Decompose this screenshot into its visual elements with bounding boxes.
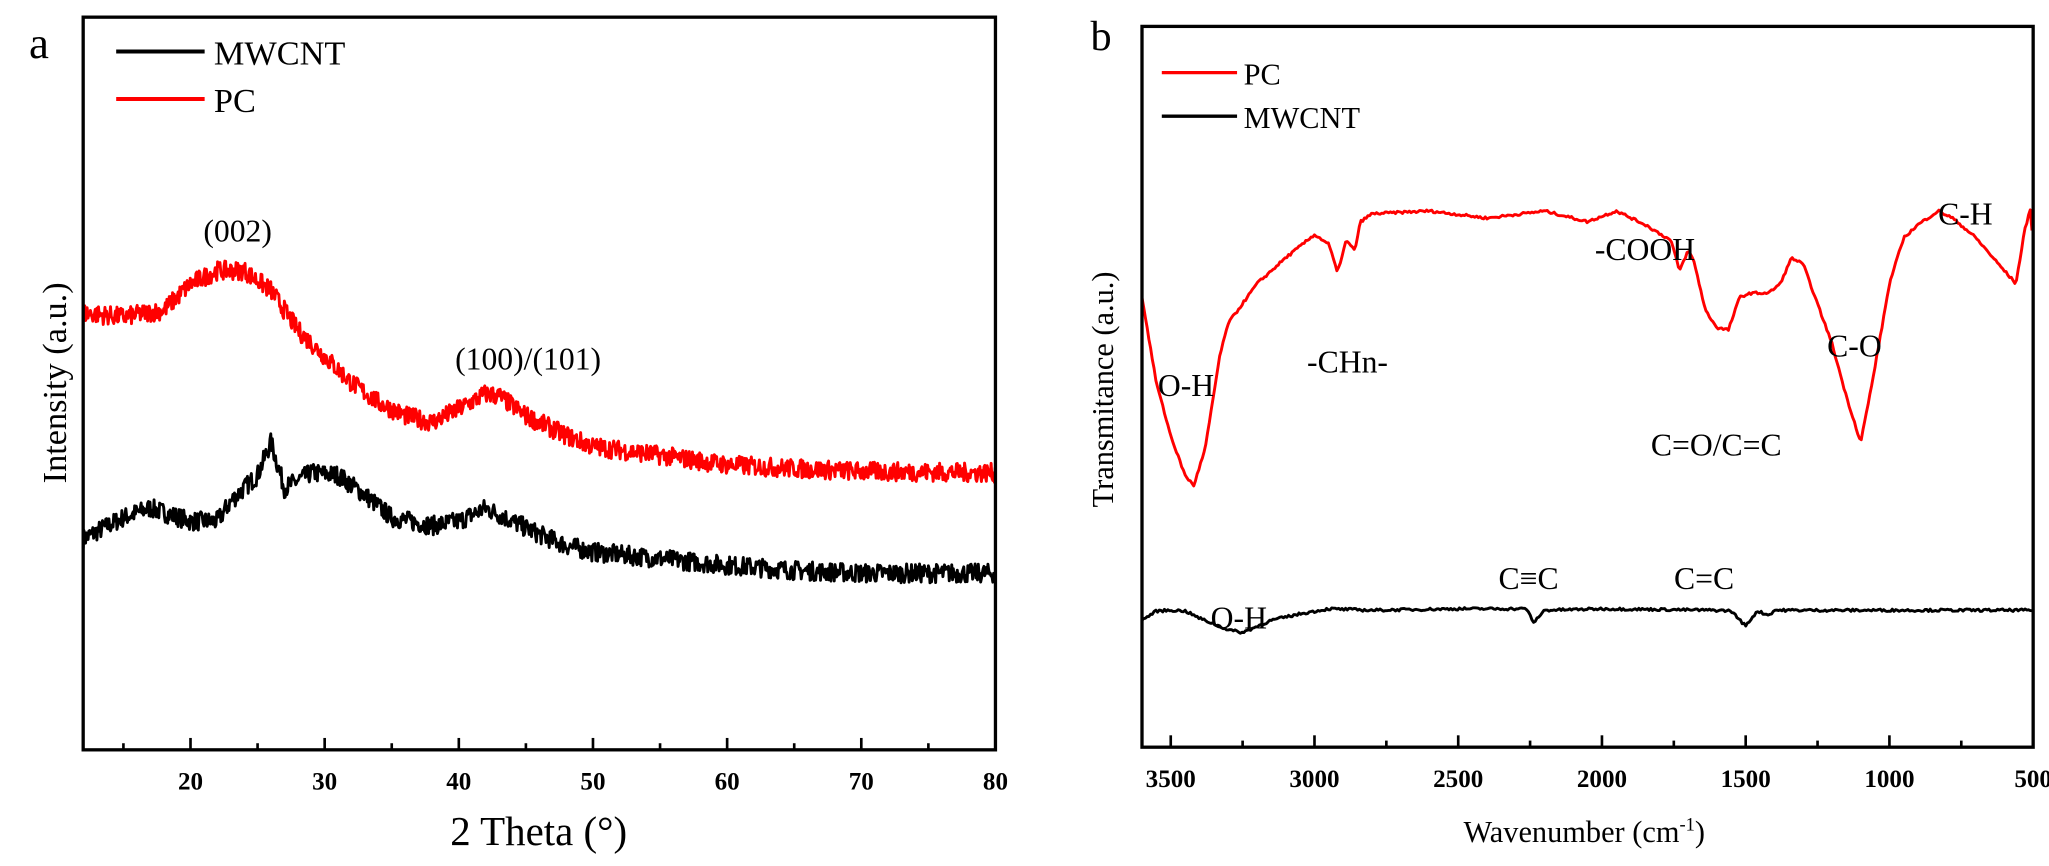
annotation-c-o: C-O — [1827, 328, 1882, 363]
series-mwcnt-line — [81, 432, 996, 585]
x-tick-label: 50 — [580, 768, 605, 795]
x-tick-label: 80 — [983, 768, 1008, 795]
panel-b-series — [1140, 208, 2034, 635]
panel-b-frame — [1140, 24, 2035, 749]
panel-a-x-ticks: 20 30 40 50 60 70 80 — [122, 737, 1008, 795]
annotation-002: (002) — [203, 214, 272, 249]
annotation-chn: -CHn- — [1307, 344, 1388, 379]
panel-a-frame — [81, 15, 998, 752]
panel-b-y-axis-title: Transmitance (a.u.) — [1086, 272, 1120, 508]
x-tick-label: 60 — [715, 768, 740, 795]
panel-a-x-axis-title: 2 Theta (°) — [450, 809, 627, 854]
annotation-co-cc: C=O/C=C — [1651, 427, 1782, 462]
panel-a: a 20 30 40 50 60 70 80 2 Theta (°) Intensity (… — [29, 15, 1008, 854]
panel-b-x-axis-title: Wavenumber (cm-1) — [1464, 814, 1705, 849]
panel-a-y-axis-title: Intensity (a.u.) — [36, 282, 74, 483]
panel-a-series — [81, 259, 997, 585]
x-tick-label: 30 — [312, 768, 337, 795]
annotation-triple-cc: C≡C — [1498, 561, 1558, 596]
series-pc-line — [1140, 208, 2034, 488]
legend-b-pc-label: PC — [1244, 57, 1281, 91]
annotation-100-101: (100)/(101) — [455, 342, 601, 377]
annotation-mwcnt-oh: O-H — [1211, 600, 1267, 635]
annotation-pc-oh: O-H — [1158, 368, 1214, 403]
series-mwcnt-line — [1141, 606, 2033, 635]
x-title-end: ) — [1695, 815, 1705, 849]
panel-b: b 3500 3000 2500 2000 1500 1000 500 Wavenumber… — [1086, 13, 2049, 849]
x-tick-label: 20 — [178, 768, 203, 795]
x-tick-label: 70 — [849, 768, 874, 795]
legend-a-pc-label: PC — [214, 82, 256, 120]
legend-a-mwcnt-label: MWCNT — [214, 35, 346, 73]
panel-b-label: b — [1091, 13, 1112, 60]
series-pc-line — [81, 259, 997, 484]
panel-a-label: a — [29, 18, 49, 68]
panel-b-x-ticks: 3500 3000 2500 2000 1500 1000 500 — [1146, 735, 2049, 793]
x-title-superscript: -1 — [1679, 814, 1694, 834]
x-tick-label: 1500 — [1721, 766, 1771, 793]
legend-b-mwcnt-label: MWCNT — [1244, 101, 1361, 135]
annotation-double-cc: C=C — [1674, 561, 1734, 596]
annotation-cooh: -COOH — [1595, 232, 1695, 267]
x-tick-label: 3000 — [1289, 766, 1339, 793]
x-tick-label: 40 — [446, 768, 471, 795]
x-title-main: Wavenumber (cm — [1464, 815, 1680, 849]
annotation-c-h: C-H — [1938, 196, 1993, 231]
x-tick-label: 500 — [2014, 766, 2049, 793]
x-tick-label: 1000 — [1864, 766, 1914, 793]
x-tick-label: 3500 — [1146, 766, 1196, 793]
x-tick-label: 2500 — [1433, 766, 1483, 793]
x-tick-label: 2000 — [1577, 766, 1627, 793]
